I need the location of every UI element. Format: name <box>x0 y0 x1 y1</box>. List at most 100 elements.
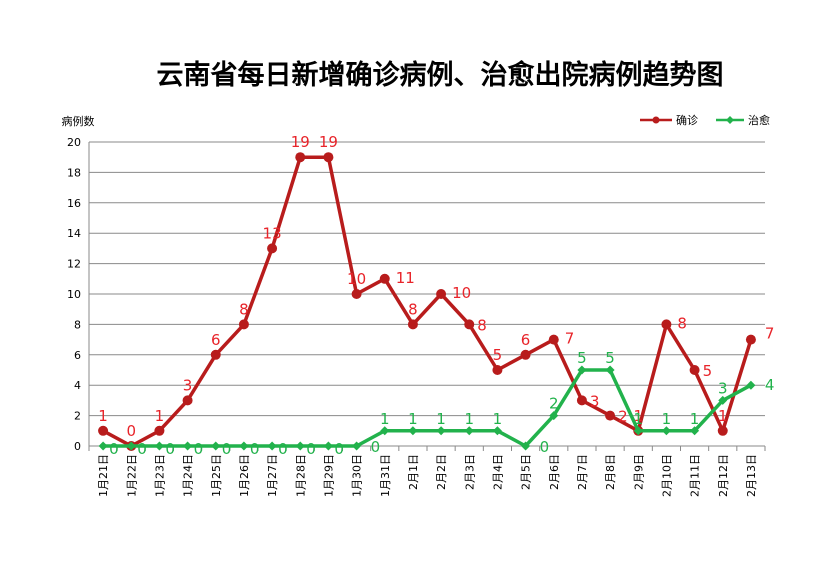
data-label-confirmed: 3 <box>183 376 193 394</box>
data-point <box>182 395 193 406</box>
data-point <box>351 289 362 299</box>
data-point <box>295 441 305 451</box>
data-point <box>154 441 164 451</box>
data-point <box>548 334 559 345</box>
data-label-cured: 0 <box>540 438 550 456</box>
data-point <box>267 441 277 451</box>
data-label-confirmed: 8 <box>677 314 687 332</box>
data-label-cured: 0 <box>109 440 119 458</box>
data-point <box>210 349 221 360</box>
data-point <box>379 273 390 284</box>
data-point <box>352 441 362 451</box>
data-label-confirmed: 1 <box>718 407 728 425</box>
legend-marker-cured <box>726 116 734 124</box>
data-point <box>745 334 756 345</box>
y-tick-label: 10 <box>67 288 81 301</box>
data-point <box>520 349 531 360</box>
data-point <box>464 319 475 330</box>
data-point <box>689 365 700 375</box>
data-point <box>661 426 671 436</box>
series-cured <box>98 365 756 451</box>
data-label-cured: 1 <box>408 410 418 428</box>
data-point <box>718 395 728 405</box>
data-point <box>717 425 728 436</box>
data-label-cured: 1 <box>493 410 503 428</box>
data-point <box>492 365 503 375</box>
x-tick-label: 2月2日 <box>435 454 448 490</box>
x-tick-label: 2月10日 <box>660 454 673 497</box>
data-label-cured: 0 <box>250 440 260 458</box>
data-point <box>267 243 278 254</box>
series-layer <box>98 152 756 451</box>
x-tick-label: 1月22日 <box>125 454 138 497</box>
x-tick-label: 1月30日 <box>351 454 364 497</box>
data-label-confirmed: 8 <box>477 316 487 334</box>
data-point <box>295 152 306 163</box>
data-label-cured: 3 <box>718 379 728 397</box>
gridlines <box>89 141 765 417</box>
data-label-cured: 0 <box>137 440 147 458</box>
y-tick-label: 0 <box>74 440 81 453</box>
y-tick-label: 18 <box>67 166 81 179</box>
data-label-cured: 1 <box>436 410 446 428</box>
y-tick-label: 2 <box>74 410 81 423</box>
series-line <box>103 368 752 448</box>
y-tick-label: 16 <box>67 197 81 210</box>
x-tick-label: 2月4日 <box>491 454 504 490</box>
x-tick-label: 2月13日 <box>745 454 758 497</box>
data-label-confirmed: 1 <box>98 407 108 425</box>
data-point <box>661 319 672 330</box>
data-point <box>577 365 587 375</box>
x-tick-label: 1月21日 <box>97 454 110 497</box>
data-point <box>183 441 193 451</box>
x-tick-label: 1月31日 <box>379 454 392 497</box>
x-tick-label: 2月3日 <box>463 454 476 490</box>
data-label-cured: 4 <box>765 376 775 394</box>
data-label-confirmed: 19 <box>291 133 310 151</box>
data-label-cured: 5 <box>605 349 615 367</box>
x-tick-label: 1月27日 <box>266 454 279 497</box>
data-point <box>746 380 756 390</box>
y-tick-label: 8 <box>74 318 81 331</box>
data-point <box>238 319 249 330</box>
data-label-confirmed: 7 <box>565 330 575 348</box>
data-point <box>211 441 221 451</box>
data-label-confirmed: 19 <box>319 133 338 151</box>
x-tick-label: 2月11日 <box>689 454 702 497</box>
data-label-confirmed: 13 <box>263 224 282 242</box>
data-point <box>323 152 334 163</box>
x-tick-label: 2月1日 <box>407 454 420 490</box>
data-label-confirmed: 8 <box>408 300 418 318</box>
data-point <box>126 441 136 451</box>
y-tick-label: 12 <box>67 258 81 271</box>
data-point <box>605 365 615 375</box>
series-confirmed <box>98 152 756 451</box>
data-point <box>323 441 333 451</box>
x-tick-label: 1月25日 <box>210 454 223 497</box>
x-tick-label: 1月24日 <box>182 454 195 497</box>
x-tick-label: 1月23日 <box>153 454 166 497</box>
data-label-confirmed: 7 <box>765 325 775 343</box>
data-label-cured: 0 <box>334 440 344 458</box>
data-point <box>690 426 700 436</box>
data-label-cured: 0 <box>194 440 204 458</box>
data-label-cured: 0 <box>371 438 381 456</box>
data-label-confirmed: 10 <box>347 270 366 288</box>
data-point <box>154 425 165 436</box>
data-point <box>605 410 616 421</box>
x-tick-label: 1月28日 <box>294 454 307 497</box>
data-label-confirmed: 1 <box>155 407 165 425</box>
data-label-confirmed: 2 <box>618 408 628 426</box>
data-label-confirmed: 11 <box>396 269 415 287</box>
data-label-cured: 1 <box>633 410 643 428</box>
data-point <box>633 426 643 436</box>
x-tick-label: 2月9日 <box>632 454 645 490</box>
data-label-cured: 1 <box>380 410 390 428</box>
data-label-cured: 5 <box>577 349 587 367</box>
chart-title: 云南省每日新增确诊病例、治愈出院病例趋势图 <box>157 59 724 91</box>
y-axis-label: 病例数 <box>62 114 95 128</box>
data-point <box>98 425 109 436</box>
data-point <box>436 426 446 436</box>
data-point <box>576 395 587 406</box>
